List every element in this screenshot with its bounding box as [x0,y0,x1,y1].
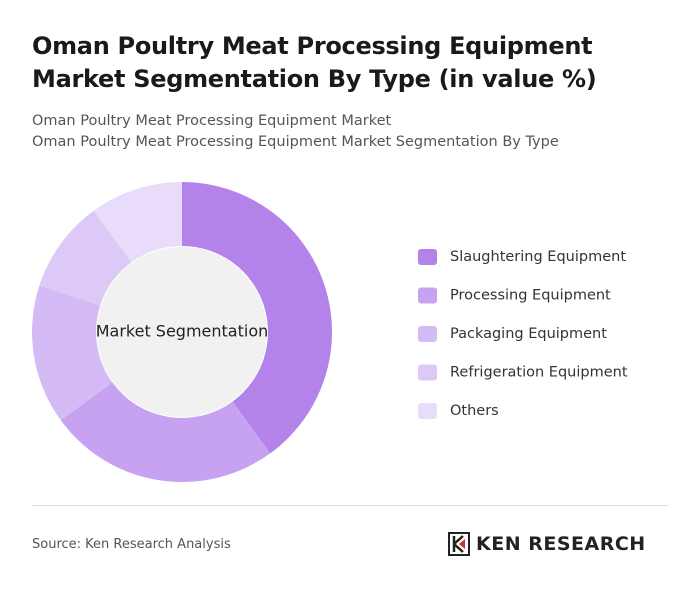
legend-swatch [418,287,437,304]
chart-title: Oman Poultry Meat Processing Equipment M… [32,32,597,93]
legend-label: Others [450,403,499,419]
source: Source: Ken Research Analysis [32,537,231,552]
subtitle: Oman Poultry Meat Processing Equipment M… [32,134,559,150]
donut-slice [32,285,113,421]
logo: KEN RESEARCH [448,532,646,556]
donut-slice [60,382,271,482]
legend-label: Packaging Equipment [450,326,607,342]
chart: Market Segmentation Slaughtering Equipmen… [32,182,628,482]
legend-swatch [418,326,437,342]
logo-icon [448,532,470,556]
donut-slice [93,182,182,263]
legend-swatch [418,403,437,419]
divider [32,505,668,506]
donut-hole [97,247,267,417]
legend-swatch [418,364,437,381]
legend-label: Processing Equipment [450,288,611,304]
subtitle: Oman Poultry Meat Processing Equipment M… [32,113,392,129]
logo-text: KEN RESEARCH [476,533,646,555]
legend-label: Refrigeration Equipment [450,365,628,381]
center-label: Market Segmentation [96,322,269,341]
donut-slice [39,210,132,306]
legend-label: Slaughtering Equipment [450,249,626,265]
legend-swatch [418,249,437,265]
donut-slice [182,182,332,454]
